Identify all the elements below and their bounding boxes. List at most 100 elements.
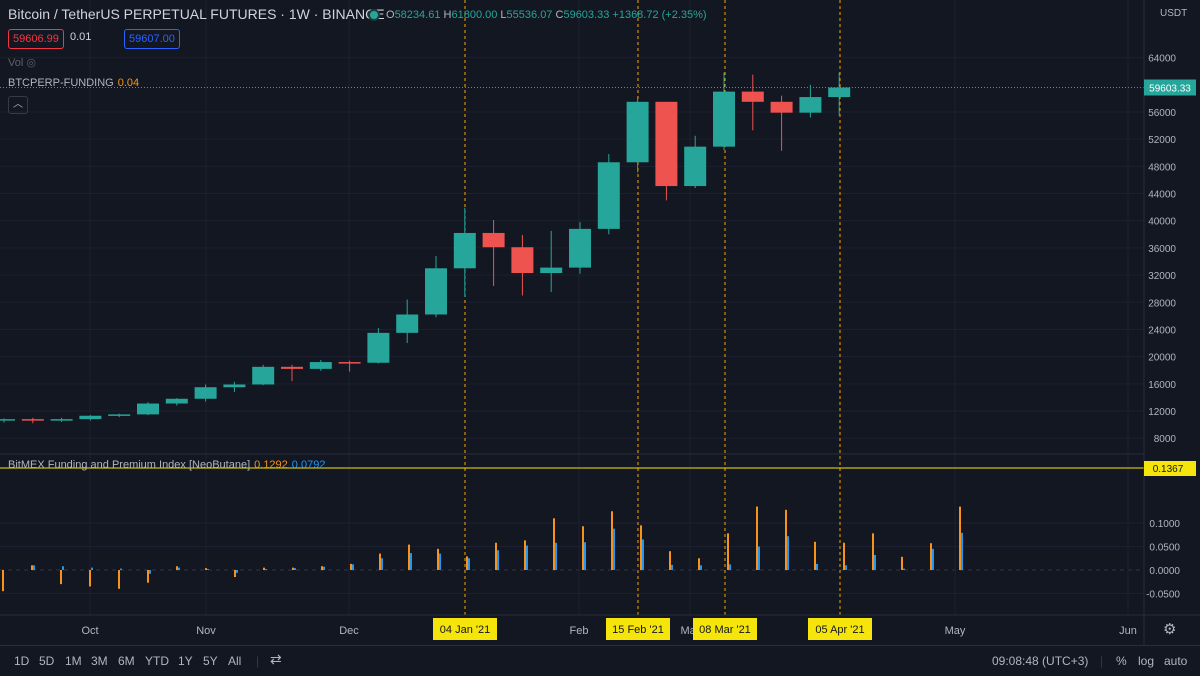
price-tick-label: 52000 [1148,135,1176,146]
indicator-legend[interactable]: BitMEX Funding and Premium Index [NeoBut… [8,459,326,471]
indicator-value-1: 0.1292 [254,459,288,471]
candle-body[interactable] [108,414,131,416]
bottom-toolbar: 1D 5D 1M 3M 6M YTD 1Y 5Y All | ⇄ 09:08:4… [0,645,1200,676]
toolbar-divider-right: | [1100,654,1104,668]
clock[interactable]: 09:08:48 (UTC+3) [992,654,1089,668]
date-tag[interactable]: 08 Mar '21 [699,624,751,636]
indicator-tick-label: 0.0500 [1149,543,1180,554]
price-tick-label: 16000 [1148,380,1176,391]
candle-body[interactable] [569,228,591,268]
candle-body[interactable] [655,101,678,187]
settings-gear-icon[interactable]: ⚙ [1163,621,1177,638]
open-value: 58234.61 [394,9,441,21]
price-tick-label: 32000 [1148,271,1176,282]
funding-legend[interactable]: BTCPERP-FUNDING 0.04 [8,77,140,89]
time-axis-label: Nov [196,625,216,637]
indicator-tick-label: -0.0500 [1146,590,1180,601]
candle-body[interactable] [770,101,793,113]
indicator-value-2: 0.0792 [291,459,326,471]
date-tag[interactable]: 15 Feb '21 [612,624,664,636]
candle-body[interactable] [223,384,246,388]
last-price-tag-bg [1144,79,1196,96]
candle-body[interactable] [626,101,649,163]
date-range-icon[interactable]: ⇄ [270,651,282,667]
range-6m[interactable]: 6M [118,654,135,668]
price-tick-label: 64000 [1148,54,1176,65]
candle-body[interactable] [828,87,851,98]
price-tick-label: 12000 [1148,407,1176,418]
date-tag-bg [606,618,670,640]
candle-body[interactable] [425,268,447,315]
candle-body[interactable] [165,398,188,404]
candle-body[interactable] [511,247,534,274]
time-axis-label: Oct [81,625,98,637]
date-tag[interactable]: 05 Apr '21 [815,624,864,636]
range-1y[interactable]: 1Y [178,654,193,668]
range-5y[interactable]: 5Y [203,654,218,668]
candle-body[interactable] [713,91,735,147]
funding-value: 0.04 [117,77,140,89]
indicator-tick-label: 0.1000 [1149,519,1180,530]
chevron-up-icon[interactable]: ︿ [8,96,28,114]
auto-button[interactable]: auto [1164,654,1188,668]
percent-button[interactable]: % [1116,654,1127,668]
last-price-tag[interactable]: 59603.33 [1149,84,1191,95]
time-axis-label: Jun [1119,625,1137,637]
candle-body[interactable] [281,366,303,369]
close-value: 59603.33 [563,9,610,21]
spread-value: 0.01 [70,31,92,43]
low-value: 55536.07 [506,9,553,21]
log-button[interactable]: log [1138,654,1155,668]
candle-body[interactable] [597,162,620,229]
date-tag[interactable]: 04 Jan '21 [440,624,490,636]
price-tick-label: 36000 [1148,244,1176,255]
candle-body[interactable] [482,232,505,248]
date-tag-bg [808,618,872,640]
price-tick-label: 28000 [1148,298,1176,309]
range-ytd[interactable]: YTD [145,654,169,668]
eye-hidden-icon[interactable]: ◎ [26,57,36,69]
candle-body[interactable] [540,267,563,274]
ohlc-legend: O58234.61 H61800.00 L55536.07 C59603.33 … [368,9,707,22]
range-3m[interactable]: 3M [91,654,108,668]
time-axis-label: May [945,625,966,637]
candle-body[interactable] [453,232,476,269]
candle-body[interactable] [50,419,73,421]
candle-body[interactable] [396,314,419,333]
buy-button[interactable]: 59607.00 [124,29,180,49]
candle-body[interactable] [137,403,159,415]
candle-body[interactable] [367,332,390,363]
change-value: +1368.72 (+2.35%) [612,9,707,21]
candle-body[interactable] [252,366,275,385]
price-tick-label: 24000 [1148,325,1176,336]
price-tick-label: 20000 [1148,353,1176,364]
candle-body[interactable] [79,415,102,420]
price-tick-label: 40000 [1148,217,1176,228]
price-unit[interactable]: USDT [1160,8,1188,19]
candle-body[interactable] [684,146,707,187]
date-tag-bg [433,618,497,640]
range-1d[interactable]: 1D [14,654,30,668]
time-axis-label: Feb [570,625,589,637]
candle-body[interactable] [741,91,764,102]
high-value: 61800.00 [451,9,498,21]
date-tag-bg [693,618,757,640]
symbol-title[interactable]: Bitcoin / TetherUS PERPETUAL FUTURES · 1… [8,6,385,22]
candle-body[interactable] [309,362,332,369]
candle-body[interactable] [338,362,361,364]
candle-body[interactable] [21,419,44,421]
price-tick-label: 48000 [1148,162,1176,173]
market-status-icon[interactable] [368,9,380,22]
candle-body[interactable] [194,387,217,399]
indicator-value-tag[interactable]: 0.1367 [1153,464,1184,475]
candle-body[interactable] [0,419,15,421]
sell-button[interactable]: 59606.99 [8,29,64,49]
range-all[interactable]: All [228,654,242,668]
time-axis-label: Dec [339,625,359,637]
toolbar-divider: | [256,654,260,668]
range-5d[interactable]: 5D [39,654,55,668]
candle-body[interactable] [799,97,822,113]
volume-legend[interactable]: Vol ◎ [8,57,36,69]
range-1m[interactable]: 1M [65,654,82,668]
